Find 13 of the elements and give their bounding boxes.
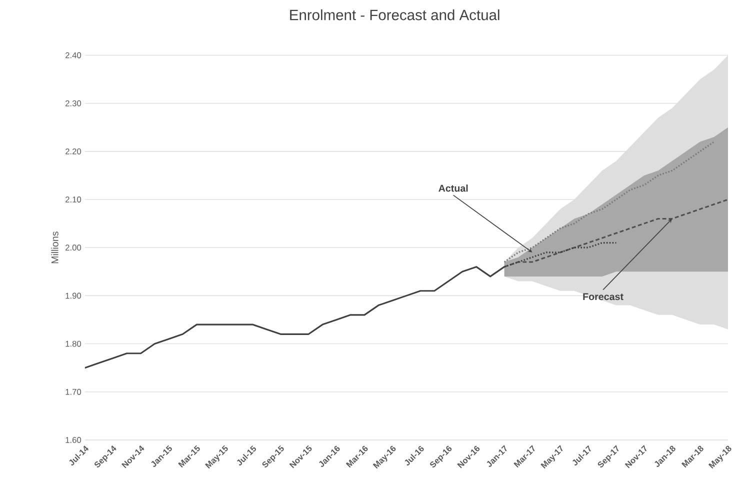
y-tick-label: 1.90 [66,292,82,299]
y-tick-label: 2.10 [66,196,82,202]
y-tick-label: 1.80 [66,340,82,347]
annotation: Forecast [583,293,624,300]
y-axis-title: Millions [51,231,58,264]
y-tick-label: 2.40 [66,52,82,58]
chart-title: Enrolment - Forecast and Actual [290,9,500,20]
y-tick-label: 2.20 [66,148,82,154]
y-tick-label: 1.70 [66,388,82,395]
y-tick-label: 2.00 [66,244,82,250]
y-tick-label: 1.60 [66,436,82,443]
annotation: Actual [438,184,468,192]
y-tick-label: 2.30 [66,100,82,106]
